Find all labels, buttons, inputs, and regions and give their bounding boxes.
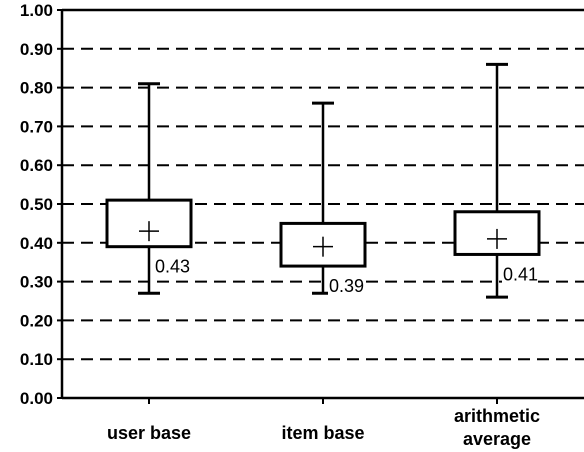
y-tick-labels: 0.00 0.10 0.20 0.30 0.40 0.50 0.60 0.70 0.80 0.90… <box>20 1 53 408</box>
y-tick-label: 0.10 <box>20 350 53 369</box>
y-tick-label: 1.00 <box>20 1 53 20</box>
x-tick-labels: user base item base arithmetic average <box>107 398 540 449</box>
x-tick-label: user base <box>107 423 191 443</box>
x-tick-label: item base <box>281 423 364 443</box>
y-tick-label: 0.90 <box>20 40 53 59</box>
box-group: 0.41 <box>453 62 541 299</box>
mean-data-label: 0.39 <box>329 276 364 296</box>
mean-label-bg <box>154 256 190 276</box>
mean-label-bg <box>502 264 538 284</box>
mean-data-label: 0.41 <box>503 264 538 284</box>
y-tick-label: 0.80 <box>20 79 53 98</box>
y-tick-label: 0.50 <box>20 195 53 214</box>
x-tick-label: arithmetic <box>454 406 540 426</box>
y-tick-label: 0.70 <box>20 117 53 136</box>
boxes: 0.43 0.39 0.41 <box>105 62 541 299</box>
y-tick-label: 0.30 <box>20 273 53 292</box>
mean-data-label: 0.43 <box>155 257 190 277</box>
box-group: 0.43 <box>105 82 193 295</box>
y-tick-label: 0.60 <box>20 156 53 175</box>
x-tick-label: average <box>463 429 531 449</box>
box-group: 0.39 <box>279 101 367 296</box>
y-tick-label: 0.00 <box>20 389 53 408</box>
mean-label-bg <box>328 276 364 296</box>
y-tick-label: 0.40 <box>20 234 53 253</box>
y-tick-label: 0.20 <box>20 311 53 330</box>
